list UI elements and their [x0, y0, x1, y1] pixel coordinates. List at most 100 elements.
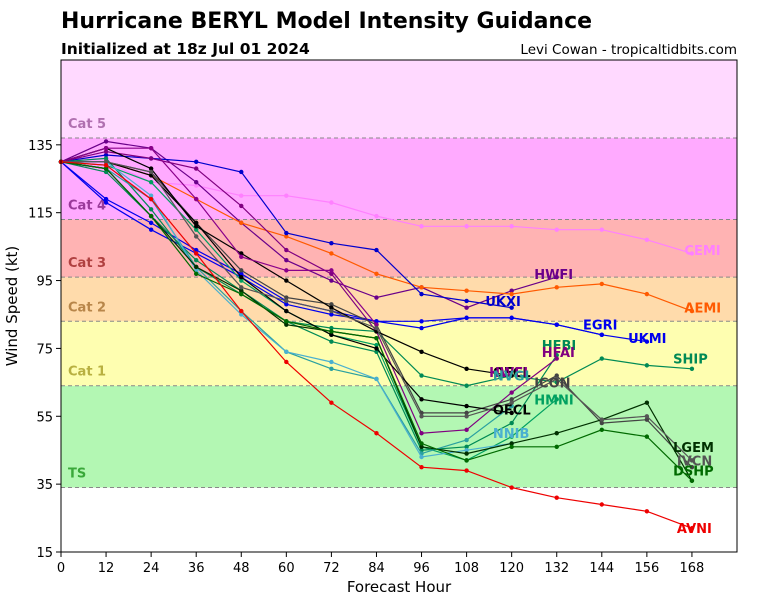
series-point-19-7 [374, 431, 379, 436]
series-point-18-14 [689, 478, 695, 483]
series-point-0-12 [599, 227, 604, 232]
band-5 [61, 60, 737, 139]
series-point-18-2 [148, 213, 154, 219]
series-point-9-3 [194, 227, 199, 232]
y-tick-label-6: 135 [28, 139, 53, 154]
band-label-4: Cat 4 [68, 198, 106, 213]
series-point-14-7 [374, 346, 379, 351]
y-tick-label-3: 75 [36, 342, 53, 357]
series-point-18-4 [239, 291, 244, 297]
chart-subtitle: Initialized at 18z Jul 01 2024 [61, 40, 310, 58]
series-label-15: NNIB [493, 427, 530, 442]
band-label-0: TS [68, 467, 86, 482]
series-point-11-5 [284, 278, 289, 283]
series-point-17-7 [374, 325, 379, 331]
series-point-9-2 [148, 179, 154, 185]
series-point-10-4 [239, 268, 244, 273]
series-point-15-2 [148, 193, 154, 198]
category-bands: TS Cat 1 Cat 2 Cat 3 Cat 4 Cat 5 [61, 60, 737, 489]
series-point-17-13 [644, 414, 650, 419]
series-point-4-8 [419, 319, 424, 324]
x-tick-label-11: 132 [544, 561, 569, 576]
series-point-15-4 [239, 312, 244, 317]
band-label-2: Cat 2 [68, 300, 106, 315]
series-point-6-14 [689, 366, 695, 371]
series-point-14-5 [284, 308, 289, 314]
x-tick-label-12: 144 [589, 561, 614, 576]
series-point-17-6 [329, 308, 334, 314]
series-point-7-2 [148, 207, 154, 212]
series-point-16-4 [239, 288, 244, 293]
y-tick-label-1: 35 [36, 478, 53, 493]
x-tick-label-4: 48 [233, 561, 250, 576]
x-axis-label: Forecast Hour [347, 578, 452, 596]
series-point-11-2 [148, 166, 154, 171]
series-label-6: SHIP [673, 353, 708, 368]
series-point-6-3 [194, 257, 199, 263]
x-tick-label-1: 12 [98, 561, 115, 576]
series-label-9: HMNI [534, 393, 574, 408]
series-point-8-2 [148, 156, 154, 161]
series-point-6-8 [419, 373, 424, 378]
series-point-14-4 [239, 274, 244, 280]
series-point-6-1 [103, 169, 109, 175]
series-label-10: ICON [534, 376, 570, 391]
series-point-16-8 [419, 444, 424, 450]
series-point-9-11 [554, 397, 559, 402]
series-point-0-14 [689, 251, 695, 256]
y-axis-label: Wind Speed (kt) [3, 246, 21, 367]
series-point-17-1 [103, 159, 109, 164]
series-point-1-9 [464, 305, 469, 310]
series-point-10-12 [599, 420, 604, 426]
series-point-10-13 [644, 417, 650, 422]
series-point-2-11 [554, 285, 559, 290]
y-tick-label-0: 15 [36, 546, 53, 561]
y-tick-label-5: 115 [28, 207, 53, 222]
series-point-1-11 [554, 274, 559, 280]
series-point-3-8 [419, 291, 424, 297]
series-point-8-9 [464, 427, 469, 433]
series-point-2-13 [644, 291, 650, 297]
series-point-8-11 [554, 356, 559, 361]
series-point-6-12 [599, 356, 604, 361]
series-point-5-2 [148, 220, 154, 226]
series-point-19-13 [644, 509, 650, 514]
series-line-5 [60, 161, 647, 343]
series-point-12-7 [374, 322, 379, 327]
series-point-6-9 [464, 383, 469, 388]
series-point-10-6 [329, 302, 334, 307]
series-point-19-1 [103, 162, 109, 168]
series-point-4-6 [329, 312, 334, 317]
y-tick-label-2: 55 [36, 410, 53, 425]
series-point-14-8 [419, 397, 424, 402]
series-point-9-10 [509, 434, 514, 439]
x-tick-label-3: 36 [188, 561, 205, 576]
band-3 [61, 219, 737, 278]
series-label-5: UKMI [628, 332, 666, 347]
series-point-17-12 [599, 417, 604, 422]
series-point-1-3 [194, 179, 199, 185]
series-point-3-5 [284, 230, 289, 236]
series-point-2-5 [284, 234, 289, 239]
series-point-19-8 [419, 464, 424, 470]
band-0 [61, 385, 737, 488]
series-point-2-9 [464, 288, 469, 293]
series-point-19-4 [239, 308, 244, 314]
series-point-16-10 [509, 441, 514, 446]
series-point-19-14 [689, 526, 695, 531]
series-point-14-10 [509, 410, 514, 416]
series-label-18: DSHP [673, 465, 714, 480]
x-tick-label-13: 156 [634, 561, 659, 576]
series-label-19: AVNI [677, 522, 712, 537]
series-point-6-13 [644, 363, 650, 368]
series-point-14-3 [194, 220, 199, 226]
series-point-5-10 [509, 315, 514, 321]
series-point-19-3 [194, 251, 199, 256]
series-point-17-14 [689, 458, 695, 463]
series-point-8-1 [103, 149, 109, 154]
x-tick-label-0: 0 [57, 561, 65, 576]
series-point-18-10 [509, 444, 514, 450]
band-2 [61, 277, 737, 322]
series-point-2-8 [419, 285, 424, 290]
series-point-9-7 [374, 342, 379, 348]
